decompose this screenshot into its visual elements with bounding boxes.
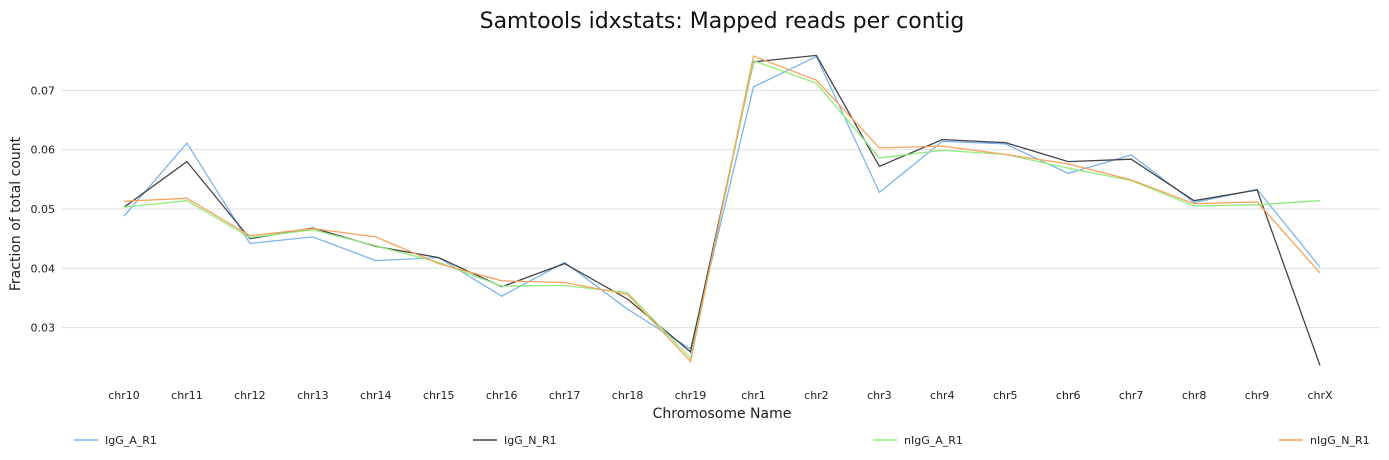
x-tick-label: chr13 [297, 389, 329, 402]
legend-label: nIgG_A_R1 [904, 434, 963, 447]
legend-item-IgG_A_R1[interactable]: IgG_A_R1 [74, 434, 157, 447]
x-tick-label: chr1 [741, 389, 766, 402]
y-tick-label: 0.07 [31, 84, 56, 97]
series-lines [123, 54, 1321, 366]
legend-label: IgG_N_R1 [504, 434, 557, 447]
x-tick-label: chr7 [1119, 389, 1144, 402]
x-tick-label: chr3 [867, 389, 892, 402]
x-tick-label: chr6 [1056, 389, 1081, 402]
legend-item-IgG_N_R1[interactable]: IgG_N_R1 [473, 434, 557, 447]
x-tick-label: chr10 [108, 389, 140, 402]
x-tick-label: chr18 [612, 389, 644, 402]
legend-item-nIgG_N_R1[interactable]: nIgG_N_R1 [1279, 434, 1370, 447]
x-tick-label: chr8 [1182, 389, 1207, 402]
legend-item-nIgG_A_R1[interactable]: nIgG_A_R1 [873, 434, 963, 447]
y-tick-label: 0.04 [31, 262, 56, 275]
x-axis-ticks: chr10 chr11 chr12 chr13 chr14 chr15 chr16 chr17… [108, 389, 1333, 402]
x-tick-label: chr17 [549, 389, 581, 402]
y-tick-label: 0.06 [31, 144, 56, 157]
y-axis-label: Fraction of total count [8, 136, 24, 291]
x-tick-label: chr14 [360, 389, 392, 402]
x-tick-label: chr15 [423, 389, 455, 402]
x-tick-label: chr9 [1245, 389, 1270, 402]
y-axis-ticks: 0.03 0.04 0.05 0.06 0.07 [31, 84, 56, 334]
x-tick-label: chr12 [234, 389, 266, 402]
y-tick-label: 0.05 [31, 203, 56, 216]
series-line-nIgG_N_R1[interactable] [123, 55, 1321, 363]
x-axis-label: Chromosome Name [653, 406, 792, 422]
x-tick-label: chr19 [675, 389, 707, 402]
y-tick-label: 0.03 [31, 322, 56, 335]
legend-label: IgG_A_R1 [105, 434, 157, 447]
x-tick-label: chr2 [804, 389, 829, 402]
x-tick-label: chr11 [171, 389, 203, 402]
x-tick-label: chrX [1307, 389, 1333, 402]
x-tick-label: chr4 [930, 389, 955, 402]
legend: IgG_A_R1 IgG_N_R1 nIgG_A_R1 nIgG_N_R1 [74, 434, 1370, 447]
chart-title: Samtools idxstats: Mapped reads per cont… [480, 9, 965, 34]
legend-label: nIgG_N_R1 [1310, 434, 1370, 447]
series-line-IgG_A_R1[interactable] [123, 55, 1321, 350]
x-tick-label: chr16 [486, 389, 518, 402]
x-tick-label: chr5 [993, 389, 1018, 402]
